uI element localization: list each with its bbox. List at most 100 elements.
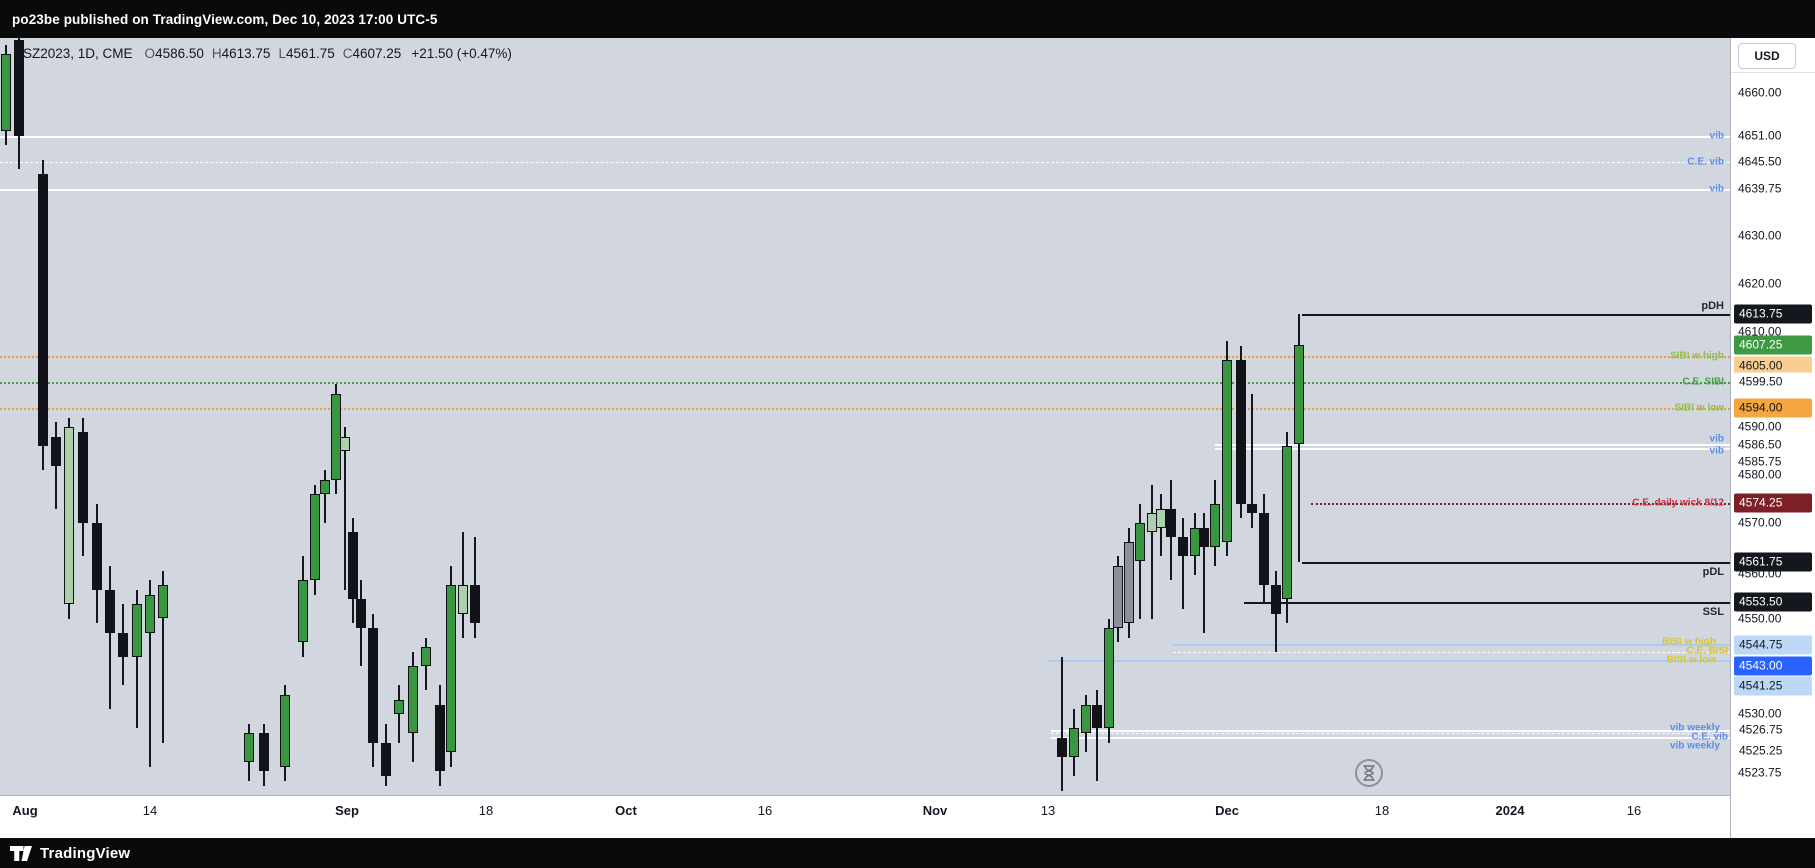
candle-wick: [1096, 690, 1098, 782]
price-tick: 4630.00: [1738, 228, 1782, 243]
ohlc-l: L4561.75: [278, 46, 335, 61]
price-badge: 4525.25: [1734, 741, 1812, 761]
tradingview-logo-icon: [10, 845, 32, 861]
level-line-ce-bisi: [1173, 652, 1730, 653]
time-label: Dec: [1215, 803, 1239, 818]
candle-wick: [149, 580, 151, 767]
candle-wick: [398, 685, 400, 743]
level-line-vib-mid-1: [1215, 444, 1730, 446]
price-ticks: 4660.00 4651.00 4645.50 4639.75 4630.00 4620.…: [1731, 38, 1815, 838]
level-label: C.E. SIBI: [1682, 376, 1724, 388]
time-label: 13: [1040, 803, 1056, 818]
level-label: SIBI w high: [1670, 350, 1724, 362]
price-tick: 4610.00: [1738, 324, 1782, 339]
level-label: vib weekly: [1669, 740, 1720, 752]
price-badge: 4613.75: [1734, 304, 1812, 324]
candle-wick: [324, 470, 326, 523]
time-scale[interactable]: Aug 14 Sep 18 Oct 16 Nov 13 Dec 18 2024 16: [0, 795, 1730, 838]
candle: [435, 704, 445, 772]
candle-wick: [1061, 656, 1063, 791]
level-label: pDH: [1701, 300, 1724, 312]
level-label: BISI w low: [1666, 654, 1716, 666]
chart-pane[interactable]: vib C.E. vib vib pDH SIBI w high C.E. SIBI SIB…: [0, 38, 1730, 795]
price-badge: 4553.50: [1734, 592, 1812, 612]
price-badge: 4526.75: [1734, 720, 1812, 740]
level-label: C.E. daily wick 8/12: [1632, 497, 1724, 509]
candle: [1124, 542, 1134, 624]
level-line-vib-lower: [0, 189, 1730, 191]
candle: [421, 647, 431, 667]
candle: [1069, 728, 1079, 758]
ohlc-values: O4586.50 H4613.75 L4561.75 C4607.25: [145, 46, 410, 61]
level-line-vib-upper: [0, 136, 1730, 138]
level-line-vib-weekly-high: [1051, 730, 1730, 732]
change-value: +21.50 (+0.47%): [411, 46, 512, 61]
symbol-legend: ESZ2023, 1D, CME O4586.50 H4613.75 L4561.75…: [14, 46, 512, 61]
level-label: vib weekly: [1669, 722, 1720, 734]
candle-wick: [109, 565, 111, 710]
candle: [1259, 513, 1269, 586]
candle: [105, 589, 115, 633]
level-line-pdh: [1302, 314, 1730, 316]
candle: [259, 733, 269, 772]
candle: [1156, 508, 1166, 528]
ohlc-c: C4607.25: [342, 46, 402, 61]
candle: [446, 585, 456, 753]
candle: [1178, 537, 1188, 557]
candle-wick: [1251, 393, 1253, 528]
price-badge: 4607.25: [1734, 335, 1812, 355]
tradingview-link[interactable]: TradingView: [10, 845, 130, 862]
currency-button[interactable]: USD: [1738, 43, 1796, 69]
candle: [38, 173, 48, 447]
level-line-ssl: [1244, 602, 1730, 604]
ohlc-o: O4586.50: [144, 46, 204, 61]
candle: [340, 436, 350, 452]
time-label: Oct: [615, 803, 637, 818]
candle: [356, 599, 366, 629]
level-label: SIBI w low: [1674, 402, 1724, 414]
candle: [1294, 344, 1304, 444]
publish-bar: po23be published on TradingView.com, Dec…: [0, 0, 1815, 38]
candle: [331, 393, 341, 480]
price-tick: 4639.75: [1738, 181, 1782, 196]
candle: [1113, 565, 1123, 629]
level-line-sibi-w-high: [0, 356, 1730, 358]
symbol-title: ESZ2023, 1D, CME: [14, 46, 133, 61]
candle-wick: [344, 427, 346, 590]
level-label: SSL: [1702, 606, 1724, 618]
candle-wick: [462, 532, 464, 638]
ohlc-h: H4613.75: [211, 46, 271, 61]
level-line-ce-vib-weekly: [1051, 733, 1730, 734]
candle: [14, 40, 24, 136]
publish-text: po23be published on TradingView.com, Dec…: [12, 11, 438, 27]
level-line-ce-sibi: [0, 382, 1730, 384]
candle: [1081, 704, 1091, 734]
level-line-sibi-w-low: [0, 408, 1730, 410]
price-badge: 4599.50: [1734, 372, 1812, 392]
candle-wick: [1151, 484, 1153, 619]
candle: [408, 666, 418, 734]
time-label: Nov: [922, 803, 948, 818]
candle-wick: [55, 422, 57, 509]
candle: [1282, 446, 1292, 600]
price-badge: 4605.00: [1734, 356, 1812, 376]
level-line-vib-weekly-low: [1051, 737, 1730, 739]
candle: [394, 699, 404, 715]
brand-label: TradingView: [40, 844, 131, 862]
level-label: C.E. vib: [1691, 731, 1728, 743]
candle: [132, 604, 142, 657]
candle: [381, 742, 391, 777]
price-scale[interactable]: USD 4660.00 4651.00 4645.50 4639.75 4630.00 4…: [1730, 38, 1815, 838]
level-label: pDL: [1702, 566, 1724, 578]
price-tick: 4645.50: [1738, 154, 1782, 169]
candle: [1166, 508, 1176, 538]
price-tick: 4570.00: [1738, 515, 1782, 530]
price-tick: 4660.00: [1738, 85, 1782, 100]
price-scale-header: USD: [1731, 38, 1815, 73]
time-label: 18: [1374, 803, 1390, 818]
candle: [310, 494, 320, 581]
level-label: C.E. BISI: [1686, 645, 1728, 657]
level-label: BISI w high: [1662, 636, 1716, 648]
level-label: C.E. vib: [1687, 156, 1724, 168]
candle: [1271, 585, 1281, 614]
